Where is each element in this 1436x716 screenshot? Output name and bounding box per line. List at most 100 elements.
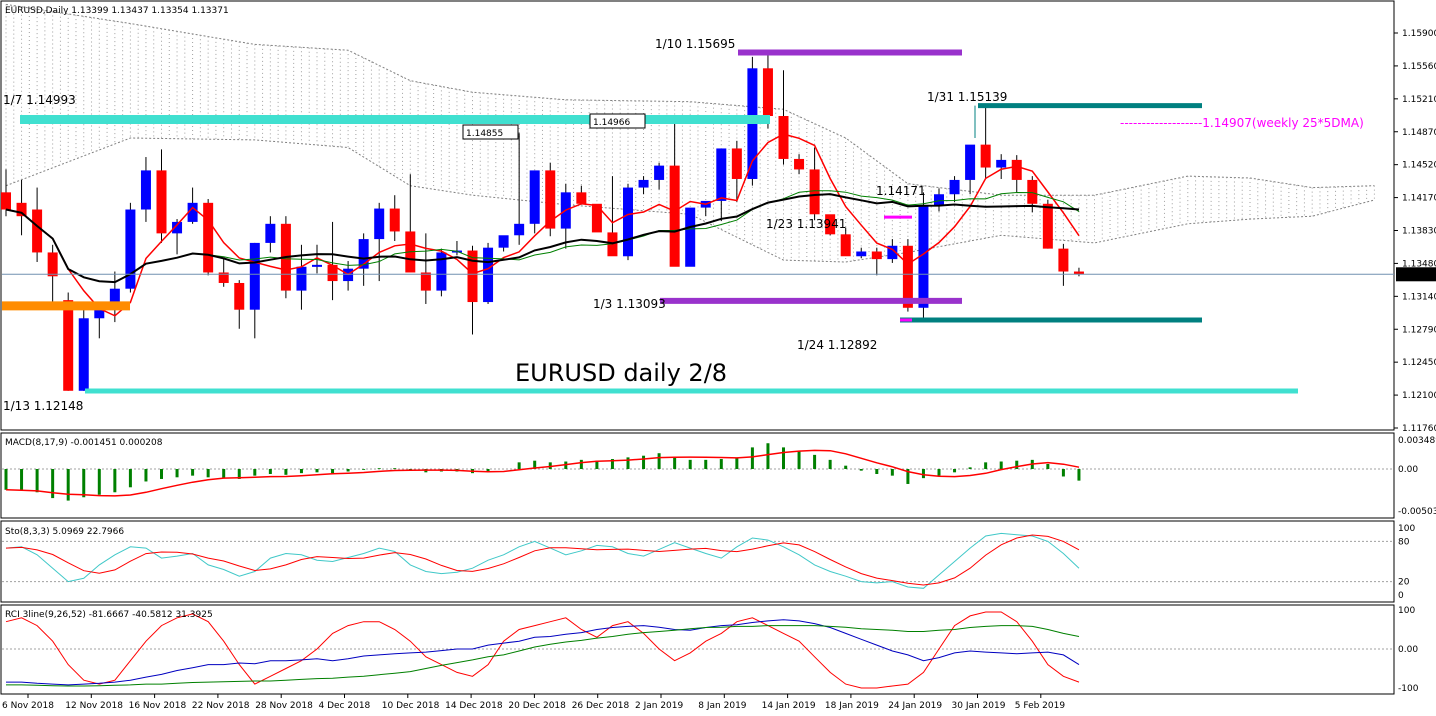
candle-body: [172, 221, 183, 234]
date-tick-label: 14 Jan 2019: [762, 701, 816, 711]
candle-body: [218, 272, 229, 283]
rci-indicator: 100 0.00 -100: [2, 606, 1419, 694]
price-box-2: [589, 113, 646, 129]
date-axis: 6 Nov 2018 12 Nov 2018 16 Nov 2018 22 Nov 2…: [2, 694, 1065, 711]
price-tick-label: 1.13140: [1402, 292, 1436, 302]
candle-body: [358, 239, 369, 269]
candle-body: [654, 165, 665, 180]
date-tick-label: 8 Jan 2019: [698, 701, 746, 711]
candle-body: [716, 148, 727, 201]
price-panel-frame: [0, 0, 1395, 431]
date-tick-label: 20 Dec 2018: [508, 701, 566, 711]
candle-body: [623, 187, 633, 257]
macd-axis-label: 0.00: [1398, 465, 1418, 475]
cloud-lower-span: [5, 137, 1375, 263]
sto-axis-label: 20: [1398, 578, 1410, 588]
annotation-jan13: 1/13 1.12148: [3, 399, 83, 413]
sto-axis-label: 100: [1398, 524, 1415, 534]
candle-body: [1058, 248, 1069, 272]
candle-body: [1, 192, 11, 210]
candle-body: [980, 144, 991, 168]
rci-axis-label: 0.00: [1398, 645, 1418, 655]
candle-body: [871, 251, 882, 260]
sma-short-line: [5, 133, 1080, 317]
date-tick-label: 26 Dec 2018: [572, 701, 630, 711]
candle-body: [1042, 203, 1053, 249]
macd-label: MACD(8,17,9) -0.001451 0.000208: [5, 438, 163, 448]
price-tick-label: 1.13480: [1402, 259, 1436, 269]
price-box-1: [462, 124, 519, 140]
candle-body: [374, 208, 385, 240]
candle-body: [420, 272, 431, 291]
date-tick-label: 18 Jan 2019: [825, 701, 879, 711]
candle-body: [47, 252, 58, 277]
price-tick-label: 1.14520: [1402, 161, 1436, 171]
candle-body: [140, 170, 151, 210]
annotation-weekly: -------------------1.14907(weekly 25*5DM…: [1120, 116, 1364, 130]
candle-body: [514, 223, 525, 236]
macd-axis-label: -0.005036: [1398, 507, 1436, 517]
candle-body: [638, 179, 649, 188]
date-tick-label: 12 Nov 2018: [65, 701, 123, 711]
price-tick-label: 1.12100: [1402, 391, 1436, 401]
price-tick-label: 1.11760: [1402, 424, 1436, 434]
price-axis: 1.15900 1.15560 1.15210 1.14870 1.14520 1.141…: [1394, 29, 1436, 434]
candle-body: [296, 266, 307, 291]
rci-mid-line: [6, 619, 1080, 686]
candle-body: [125, 209, 136, 289]
macd-axis-label: 0.003489: [1398, 436, 1436, 446]
candle-body: [1073, 271, 1084, 275]
macd-panel-frame: [0, 432, 1395, 519]
annotation-jan23: 1/23 1.13941: [766, 217, 846, 231]
date-tick-label: 16 Nov 2018: [129, 701, 187, 711]
candle-body: [1027, 179, 1038, 204]
sto-panel-frame: [0, 520, 1395, 603]
date-tick-label: 6 Nov 2018: [2, 701, 54, 711]
candle-body: [498, 235, 509, 248]
rci-short-line: [5, 611, 1080, 689]
date-tick-label: 24 Jan 2019: [888, 701, 942, 711]
candle-body: [312, 264, 322, 267]
candle-body: [94, 304, 105, 319]
date-tick-label: 5 Feb 2019: [1015, 701, 1066, 711]
candle-body: [467, 250, 478, 303]
candle-body: [265, 223, 276, 243]
candle-body: [1011, 159, 1022, 180]
sto-signal-line: [5, 534, 1080, 586]
sto-label: Sto(8,3,3) 5.0969 22.7966: [5, 527, 124, 537]
macd-indicator: 0.003489 0.00 -0.005036: [2, 436, 1436, 517]
annotation-jan7: 1/7 1.14993: [3, 93, 76, 107]
price-tick-label: 1.14170: [1402, 194, 1436, 204]
candle-body: [63, 300, 74, 391]
price-tick-label: 1.13830: [1402, 227, 1436, 237]
candle-body: [918, 205, 929, 308]
candle-body: [856, 251, 867, 257]
current-price-marker: [1396, 267, 1436, 282]
candle-body: [436, 252, 447, 291]
price-tick-label: 1.14870: [1402, 128, 1436, 138]
candle-body: [762, 68, 773, 117]
candle-body: [529, 170, 540, 224]
annotation-jan10: 1/10 1.15695: [655, 37, 735, 51]
candle-body: [16, 202, 27, 217]
candle-body: [934, 194, 944, 206]
date-tick-label: 28 Nov 2018: [255, 701, 313, 711]
candle-body: [809, 169, 820, 215]
sto-axis-label: 80: [1398, 537, 1410, 547]
price-tick-label: 1.15210: [1402, 95, 1436, 105]
candle-body: [591, 203, 602, 233]
candle-body: [187, 202, 198, 222]
annotation-jan31: 1/31 1.15139: [927, 90, 1007, 104]
sma-long-line: [5, 193, 1080, 284]
date-tick-label: 30 Jan 2019: [952, 701, 1006, 711]
candle-body: [203, 202, 214, 273]
candle-body: [669, 165, 680, 267]
moving-averages: [5, 133, 1080, 317]
candle-body: [887, 245, 898, 260]
candle-body: [483, 247, 494, 303]
sto-axis-label: 0: [1398, 591, 1404, 601]
rci-panel-frame: [0, 604, 1395, 695]
date-tick-label: 14 Dec 2018: [445, 701, 503, 711]
